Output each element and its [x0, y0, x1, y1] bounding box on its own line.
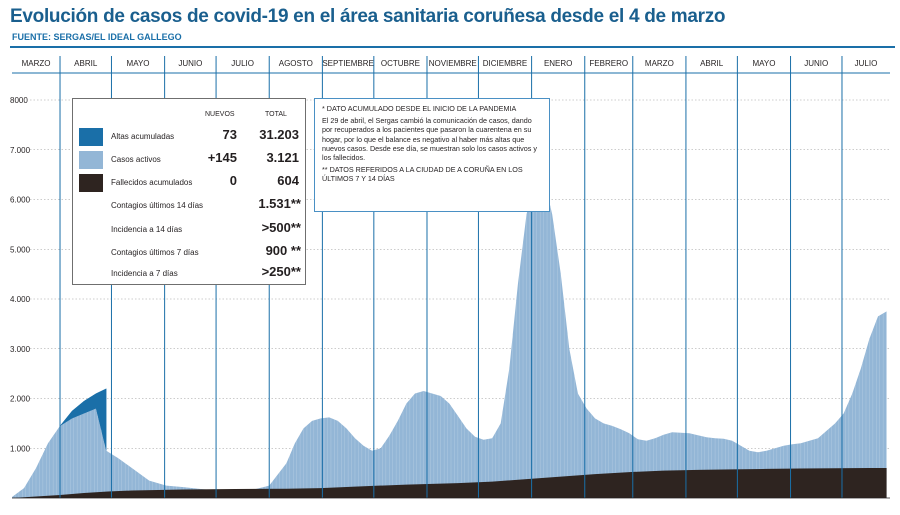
- series-fallecidos-area: [12, 468, 887, 498]
- y-tick-label: 8000: [10, 96, 28, 105]
- legend-swatch-activos: [79, 151, 103, 169]
- x-month-label: JUNIO: [178, 59, 202, 68]
- legend-nuevos-fallecidos: 0: [229, 173, 237, 188]
- x-month-label: DICIEMBRE: [483, 59, 527, 68]
- note-acumulado: * DATO ACUMULADO DESDE EL INICIO DE LA P…: [322, 104, 517, 113]
- x-month-label: OCTUBRE: [381, 59, 420, 68]
- legend-col-nuevos: NUEVOS: [205, 111, 235, 118]
- x-month-label: MARZO: [645, 59, 674, 68]
- x-month-label: ENERO: [544, 59, 572, 68]
- y-tick-label: 2.000: [10, 395, 31, 404]
- legend-swatch-fallecidos: [79, 174, 103, 192]
- x-month-label: ABRIL: [700, 59, 724, 68]
- y-tick-label: 3.000: [10, 345, 31, 354]
- note-ciudad: ** DATOS REFERIDOS A LA CIUDAD DE A CORU…: [322, 165, 523, 184]
- series-activos-area: [12, 177, 887, 498]
- legend-total-fallecidos: 604: [277, 173, 299, 188]
- x-month-label: JUNIO: [804, 59, 828, 68]
- legend-col-total: TOTAL: [265, 111, 287, 118]
- legend-total-activos: 3.121: [266, 150, 299, 165]
- stat-label-contagios-7: Contagios últimos 7 días: [111, 248, 199, 257]
- legend-nuevos-activos: +145: [207, 150, 237, 165]
- stat-label-contagios-14: Contagios últimos 14 días: [111, 201, 204, 210]
- chart-title: Evolución de casos de covid-19 en el áre…: [10, 6, 726, 27]
- stat-value-incidencia-7: >250**: [261, 264, 301, 279]
- y-tick-label: 5.000: [10, 245, 31, 254]
- x-month-label: AGOSTO: [279, 59, 313, 68]
- x-month-label: FEBRERO: [589, 59, 628, 68]
- series-altas-band: [60, 388, 107, 451]
- x-month-label: MARZO: [22, 59, 51, 68]
- stat-value-contagios-7: 900 **: [265, 243, 301, 258]
- legend-label-altas: Altas acumuladas: [111, 132, 175, 141]
- note-sergas: El 29 de abril, el Sergas cambió la comu…: [322, 116, 537, 163]
- y-tick-label: 6.000: [10, 196, 31, 205]
- legend-total-altas: 31.203: [259, 127, 299, 142]
- y-tick-label: 4.000: [10, 295, 31, 304]
- x-month-label: JULIO: [231, 59, 254, 68]
- stat-label-incidencia-7: Incidencia a 7 días: [111, 269, 178, 278]
- y-tick-label: 7.000: [10, 146, 31, 155]
- stat-label-incidencia-14: Incidencia a 14 días: [111, 225, 183, 234]
- stat-value-contagios-14: 1.531**: [258, 196, 301, 211]
- legend-box: NUEVOS TOTAL Altas acumuladas 73 31.203 …: [72, 98, 306, 285]
- x-month-label: NOVIEMBRE: [429, 59, 477, 68]
- legend-label-fallecidos: Fallecidos acumulados: [111, 178, 193, 187]
- stat-value-incidencia-14: >500**: [261, 220, 301, 235]
- x-month-label: MAYO: [127, 59, 150, 68]
- legend-swatch-altas: [79, 128, 103, 146]
- x-month-label: MAYO: [752, 59, 775, 68]
- x-month-label: JULIO: [855, 59, 878, 68]
- x-month-label: SEPTIEMBRE: [322, 59, 374, 68]
- x-month-label: ABRIL: [74, 59, 98, 68]
- header-rule: [10, 46, 895, 48]
- chart-source: FUENTE: SERGAS/EL IDEAL GALLEGO: [12, 32, 182, 42]
- legend-nuevos-altas: 73: [222, 127, 237, 142]
- notes-box: * DATO ACUMULADO DESDE EL INICIO DE LA P…: [314, 98, 550, 212]
- y-tick-label: 1.000: [10, 444, 31, 453]
- legend-label-activos: Casos activos: [111, 155, 161, 164]
